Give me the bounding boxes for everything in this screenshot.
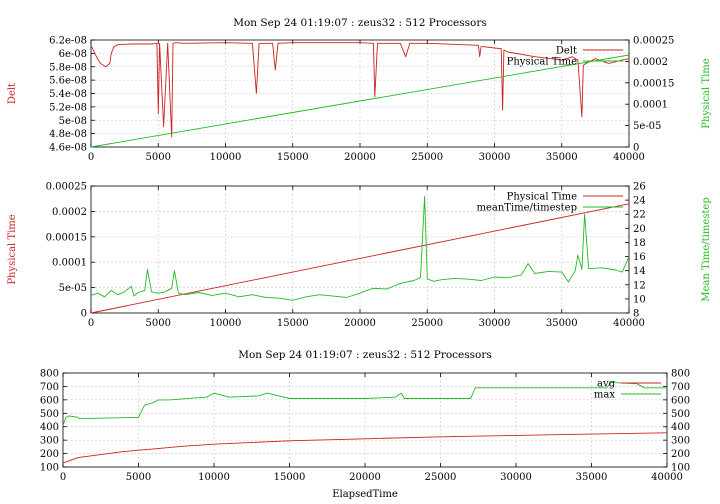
y2-tick-label: 12: [633, 280, 646, 291]
series-line-delt: [90, 42, 630, 138]
legend-label: avg: [597, 379, 616, 390]
x-tick-label: 30000: [479, 318, 511, 329]
legend-label: Physical Time: [507, 57, 577, 68]
x-tick-label: 25000: [411, 318, 443, 329]
x-tick-label: 35000: [546, 318, 578, 329]
x-tick-label: 0: [60, 472, 66, 483]
y-tick-label: 0: [81, 309, 87, 320]
y2-tick-label: 16: [633, 252, 646, 263]
y-tick-label: 5e-08: [59, 116, 87, 127]
x-tick-label: 15000: [277, 318, 309, 329]
y2-tick-label: 800: [671, 369, 690, 380]
x-tick-label: 30000: [479, 152, 511, 163]
y2-tick-label: 700: [671, 382, 690, 393]
y-tick-label: 100: [40, 463, 59, 474]
x-tick-label: 40000: [613, 318, 645, 329]
y-tick-label: 4.6e-08: [49, 143, 87, 154]
legend-label: Delt: [556, 46, 577, 57]
y-tick-label: 700: [40, 382, 59, 393]
y-axis-label: Delt: [7, 83, 18, 104]
y2-tick-label: 0.0001: [633, 100, 668, 111]
y2-tick-label: 20: [633, 224, 646, 235]
y-tick-label: 5e-05: [59, 283, 87, 294]
x-tick-label: 25000: [411, 152, 443, 163]
x-tick-label: 20000: [344, 318, 376, 329]
series-line-max: [62, 381, 667, 426]
y-tick-label: 200: [40, 449, 59, 460]
x-tick-label: 15000: [274, 472, 306, 483]
legend-label: max: [594, 390, 615, 401]
y-tick-label: 5.8e-08: [49, 62, 87, 73]
chart-title-2: Mon Sep 24 01:19:07 : zeus32 : 512 Proce…: [238, 349, 492, 361]
y2-tick-label: 600: [671, 395, 690, 406]
y2-tick-label: 8: [633, 309, 639, 320]
plot-frame: [90, 39, 630, 148]
x-tick-label: 5000: [146, 318, 171, 329]
series-line-meantime-timestep: [90, 196, 630, 301]
y2-tick-label: 0: [633, 143, 639, 154]
plot-frame: [90, 185, 630, 314]
y-tick-label: 5.6e-08: [49, 76, 87, 87]
x-tick-label: 10000: [198, 472, 230, 483]
x-tick-label: 5000: [126, 472, 151, 483]
y-tick-label: 0.0001: [52, 258, 87, 269]
x-tick-label: 10000: [210, 318, 242, 329]
y-tick-label: 5.2e-08: [49, 102, 87, 113]
chart-title-0: Mon Sep 24 01:19:07 : zeus32 : 512 Proce…: [233, 17, 487, 29]
y2-tick-label: 0.00025: [633, 36, 674, 47]
y2-tick-label: 0.0002: [633, 57, 668, 68]
y-tick-label: 0.00015: [46, 232, 87, 243]
x-tick-label: 30000: [500, 472, 532, 483]
y-tick-label: 500: [40, 409, 59, 420]
y-tick-label: 4.8e-08: [49, 129, 87, 140]
y2-tick-label: 26: [633, 182, 646, 193]
series-line-avg: [62, 432, 668, 464]
y-tick-label: 300: [40, 436, 59, 447]
y-tick-label: 5.4e-08: [49, 89, 87, 100]
y2-tick-label: 300: [671, 436, 690, 447]
y-tick-label: 0.0002: [52, 207, 87, 218]
y2-axis-label: Physical Time: [701, 58, 712, 128]
y2-tick-label: 0.00015: [633, 78, 674, 89]
y2-tick-label: 500: [671, 409, 690, 420]
x-tick-label: 10000: [210, 152, 242, 163]
y-tick-label: 600: [40, 395, 59, 406]
y2-tick-label: 14: [633, 266, 646, 277]
y-tick-label: 6e-08: [59, 49, 87, 60]
x-tick-label: 20000: [344, 152, 376, 163]
series-line-physical-time: [90, 203, 630, 314]
x-tick-label: 35000: [576, 472, 608, 483]
y-tick-label: 800: [40, 369, 59, 380]
plot-frame: [62, 372, 668, 468]
y-tick-label: 6.2e-08: [49, 36, 87, 47]
x-tick-label: 25000: [425, 472, 457, 483]
y-tick-label: 0.00025: [46, 182, 87, 193]
x-tick-label: 15000: [277, 152, 309, 163]
y2-axis-label: Mean Time/timestep: [701, 197, 712, 301]
y2-tick-label: 22: [633, 210, 646, 221]
y2-tick-label: 18: [633, 238, 646, 249]
x-tick-label: 0: [88, 152, 94, 163]
legend-label: meanTime/timestep: [476, 203, 577, 214]
y2-tick-label: 400: [671, 422, 690, 433]
y-axis-label: Physical Time: [7, 214, 18, 284]
x-tick-label: 35000: [546, 152, 578, 163]
y2-tick-label: 5e-05: [633, 121, 661, 132]
legend-label: Physical Time: [507, 192, 577, 203]
x-tick-label: 20000: [349, 472, 381, 483]
y-tick-label: 400: [40, 422, 59, 433]
y2-tick-label: 10: [633, 294, 646, 305]
x-tick-label: 40000: [651, 472, 683, 483]
series-line-physical-time: [90, 54, 630, 148]
x-axis-label: ElapsedTime: [332, 489, 398, 500]
y2-tick-label: 24: [633, 196, 646, 207]
x-tick-label: 5000: [146, 152, 171, 163]
y2-tick-label: 100: [671, 463, 690, 474]
x-tick-label: 40000: [613, 152, 645, 163]
x-tick-label: 0: [88, 318, 94, 329]
y2-tick-label: 200: [671, 449, 690, 460]
